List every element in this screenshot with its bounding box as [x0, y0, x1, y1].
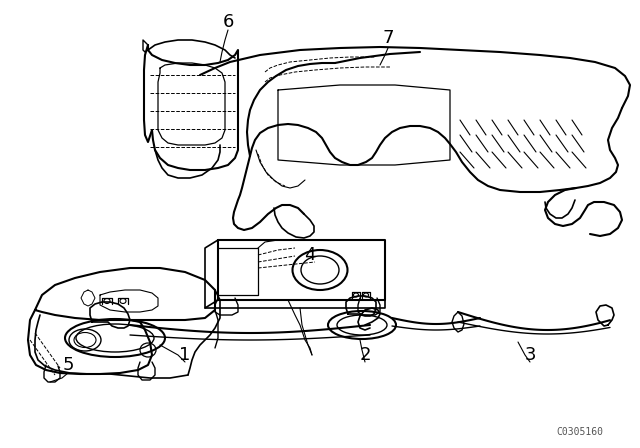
Text: 2: 2: [359, 346, 371, 364]
Text: 3: 3: [524, 346, 536, 364]
Text: C0305160: C0305160: [557, 427, 604, 437]
Text: 4: 4: [304, 246, 316, 264]
Text: 7: 7: [382, 29, 394, 47]
Text: 5: 5: [62, 356, 74, 374]
Text: 1: 1: [179, 346, 191, 364]
Text: 6: 6: [222, 13, 234, 31]
